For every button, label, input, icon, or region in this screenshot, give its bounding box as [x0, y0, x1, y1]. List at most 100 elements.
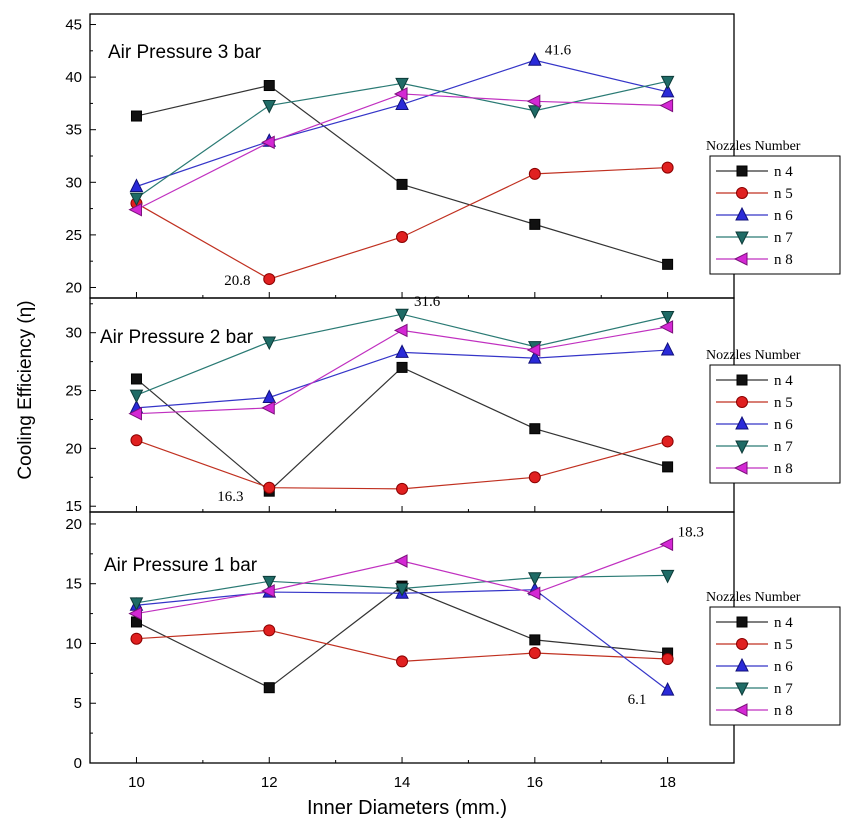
legend-entry: n 7	[774, 681, 793, 697]
x-tick-label: 18	[659, 774, 676, 791]
series-n4	[131, 362, 672, 496]
data-point	[264, 81, 274, 91]
y-tick-label: 15	[65, 576, 82, 593]
data-point	[131, 435, 142, 446]
series-line	[136, 586, 667, 688]
y-tick-label: 10	[65, 635, 82, 652]
legend-title: Nozzles Number	[706, 139, 801, 154]
legend-marker	[737, 617, 747, 627]
data-point	[130, 390, 142, 402]
data-label: 20.8	[224, 273, 250, 289]
data-point	[397, 362, 407, 372]
data-label: 6.1	[628, 692, 647, 708]
data-point	[131, 374, 141, 384]
x-tick-label: 16	[526, 774, 543, 791]
data-point	[662, 162, 673, 173]
data-point	[661, 538, 673, 550]
legend-marker	[737, 397, 748, 408]
panel-3: 0 5 10 15 20 Air Pressure 1 bar 6.1 18.3 Nozzles…	[65, 512, 840, 772]
data-point	[529, 53, 541, 65]
data-point	[264, 625, 275, 636]
data-point	[264, 482, 275, 493]
data-point	[529, 106, 541, 118]
y-tick-label: 15	[65, 498, 82, 515]
series-line	[136, 367, 667, 491]
data-point	[530, 424, 540, 434]
data-point	[663, 259, 673, 269]
data-point	[662, 343, 674, 355]
series-n6	[130, 583, 673, 695]
data-point	[395, 324, 407, 336]
data-point	[529, 573, 541, 585]
y-tick-label: 25	[65, 383, 82, 400]
y-tick-label: 45	[65, 17, 82, 34]
data-point	[662, 436, 673, 447]
data-label: 16.3	[217, 489, 243, 505]
legend-entry: n 4	[774, 164, 793, 180]
data-label: 41.6	[545, 42, 572, 58]
data-point	[529, 648, 540, 659]
data-point	[395, 555, 407, 567]
data-point	[530, 635, 540, 645]
data-point	[131, 633, 142, 644]
legend-marker	[737, 639, 748, 650]
y-tick-label: 20	[65, 516, 82, 533]
x-tick-label: 12	[261, 774, 278, 791]
x-axis-label: Inner Diameters (mm.)	[307, 797, 507, 819]
data-point	[662, 570, 674, 582]
data-point	[397, 179, 407, 189]
panel-frame	[90, 512, 734, 763]
legend-entry: n 6	[774, 208, 793, 224]
panel-title: Air Pressure 2 bar	[100, 327, 254, 348]
legend-entry: n 4	[774, 373, 793, 389]
legend-entry: n 6	[774, 659, 793, 675]
data-point	[396, 345, 408, 357]
data-point	[662, 654, 673, 665]
legend-marker	[737, 375, 747, 385]
legend-entry: n 4	[774, 615, 793, 631]
legend-entry: n 8	[774, 703, 793, 719]
series-line	[136, 440, 667, 489]
data-point	[263, 337, 275, 349]
y-tick-label: 35	[65, 122, 82, 139]
y-tick-label: 25	[65, 227, 82, 244]
data-point	[662, 683, 674, 695]
data-point	[529, 472, 540, 483]
data-point	[264, 274, 275, 285]
y-axis-label: Cooling Efficiency (η)	[15, 300, 36, 479]
panel-1: 20 25 30 35 40 45 Air Pressure 3 bar 20.8 41.6 No…	[65, 14, 840, 298]
data-point	[397, 656, 408, 667]
legend-marker	[737, 188, 748, 199]
data-point	[663, 462, 673, 472]
data-point	[131, 111, 141, 121]
legend-title: Nozzles Number	[706, 348, 801, 363]
panel-title: Air Pressure 1 bar	[104, 555, 258, 576]
series-line	[136, 590, 667, 690]
data-point	[262, 402, 274, 414]
legend-entry: n 5	[774, 395, 793, 411]
data-label: 18.3	[678, 524, 704, 540]
data-point	[661, 100, 673, 112]
x-tick-label: 10	[128, 774, 145, 791]
legend-marker	[737, 166, 747, 176]
legend-entry: n 5	[774, 637, 793, 653]
y-tick-label: 30	[65, 174, 82, 191]
y-tick-label: 5	[74, 695, 82, 712]
data-point	[264, 683, 274, 693]
x-tick-label: 14	[394, 774, 411, 791]
y-tick-label: 0	[74, 755, 82, 772]
data-point	[529, 168, 540, 179]
panel-title: Air Pressure 3 bar	[108, 42, 262, 63]
legend-entry: n 6	[774, 417, 793, 433]
legend-entry: n 5	[774, 186, 793, 202]
series-n8	[129, 538, 672, 619]
data-label: 31.6	[414, 294, 441, 310]
series-n6	[130, 343, 673, 413]
legend-entry: n 8	[774, 461, 793, 477]
legend-entry: n 7	[774, 439, 793, 455]
y-tick-label: 20	[65, 440, 82, 457]
series-n7	[130, 570, 673, 609]
series-line	[136, 350, 667, 408]
legend-title: Nozzles Number	[706, 590, 801, 605]
